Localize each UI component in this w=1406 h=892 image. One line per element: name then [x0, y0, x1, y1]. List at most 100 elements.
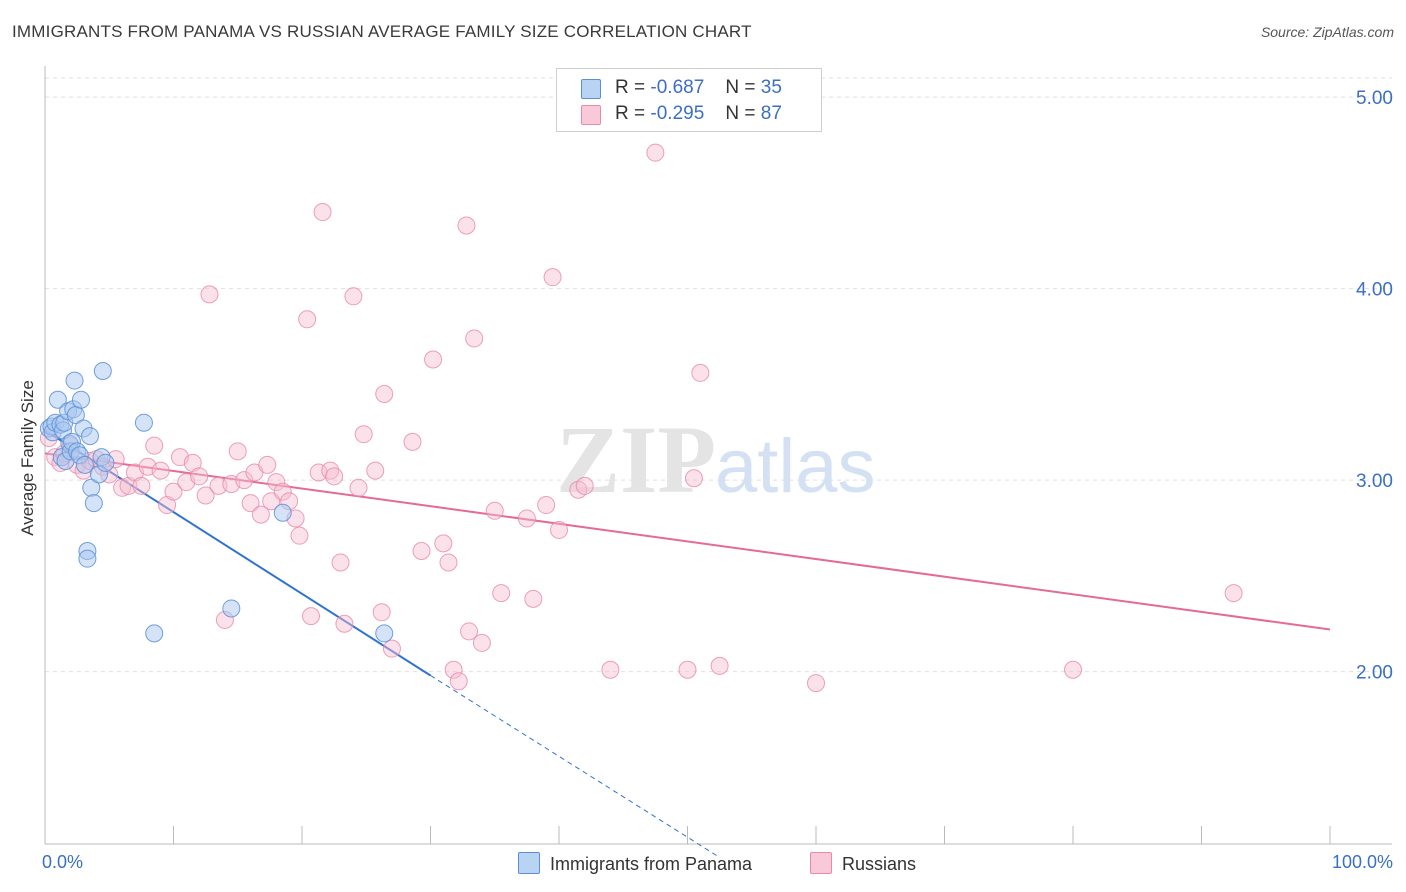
- legend-n-value: 87: [760, 103, 782, 124]
- russian-point: [465, 329, 484, 348]
- russian-point: [132, 476, 151, 495]
- chart-title: IMMIGRANTS FROM PANAMA VS RUSSIAN AVERAG…: [12, 22, 752, 41]
- russian-point: [196, 486, 215, 505]
- russian-point: [550, 520, 568, 539]
- russian-point: [439, 553, 458, 572]
- russian-point: [145, 436, 164, 455]
- y-tick-label: 2.00: [1356, 663, 1393, 684]
- russian-point: [434, 534, 453, 553]
- russian-point: [460, 622, 479, 641]
- russian-point: [262, 492, 281, 511]
- russian-point: [354, 425, 373, 444]
- data-points: [39, 143, 1243, 693]
- axes: [44, 66, 1392, 845]
- legend-r-label: R =: [615, 77, 646, 98]
- panama-point: [48, 390, 67, 409]
- russian-point: [517, 509, 536, 528]
- bottom-legend-russians-label: Russians: [842, 854, 917, 874]
- trend-lines: [44, 429, 1331, 858]
- russian-point: [524, 589, 543, 608]
- russian-point: [444, 660, 463, 679]
- russian-point: [678, 660, 697, 679]
- panama-point: [273, 503, 292, 522]
- panama-point: [80, 427, 99, 446]
- source-label: Source: ZipAtlas.com: [1260, 24, 1394, 40]
- legend-r-value: -0.687: [650, 77, 705, 98]
- panama-point: [75, 455, 94, 474]
- panama-point: [65, 371, 84, 390]
- russian-swatch: [810, 852, 832, 874]
- russian-point: [543, 268, 562, 287]
- russian-point: [372, 603, 391, 622]
- watermark-atlas: atlas: [715, 424, 876, 509]
- panama-point: [96, 453, 115, 472]
- x-tick-label: 0.0%: [42, 852, 83, 872]
- russian-point: [273, 482, 292, 501]
- russian-point: [298, 310, 317, 329]
- russian-point: [241, 494, 260, 513]
- grid-lines: [45, 77, 1392, 673]
- russian-point: [485, 501, 504, 520]
- russian-point: [537, 496, 556, 515]
- legend-r-value: -0.295: [650, 103, 705, 124]
- russian-point: [807, 674, 825, 693]
- russian-point: [601, 660, 620, 679]
- y-tick-label: 4.00: [1356, 280, 1393, 301]
- panama-swatch: [581, 79, 601, 99]
- russian-point: [412, 542, 431, 561]
- russian-point: [228, 442, 247, 461]
- panama-point: [78, 549, 97, 568]
- russian-point: [258, 455, 277, 474]
- legend-n-label: N =: [725, 103, 756, 124]
- russian-point: [1064, 660, 1082, 679]
- y-axis-label: Average Family Size: [18, 380, 37, 536]
- bottom-legend-russians: Russians: [810, 852, 916, 875]
- russian-point: [684, 469, 703, 488]
- russian-point: [691, 363, 710, 382]
- russian-point: [424, 350, 443, 369]
- russian-point: [113, 478, 132, 497]
- tick-labels: 2.00 3.00 4.00 5.00 0.0% 100.0%: [42, 88, 1393, 872]
- panama-point: [145, 624, 164, 643]
- russian-point: [382, 639, 401, 658]
- panama-swatch: [518, 852, 540, 874]
- russian-point: [1224, 584, 1243, 603]
- panama-point: [222, 599, 241, 618]
- russian-point: [301, 607, 320, 626]
- panama-point: [71, 390, 90, 409]
- russian-point: [313, 203, 332, 222]
- russian-point: [457, 216, 476, 235]
- russian-point: [366, 461, 385, 480]
- russian-trend-line: [44, 452, 1331, 631]
- y-tick-label: 5.00: [1356, 88, 1393, 109]
- russian-point: [190, 467, 209, 486]
- russian-point: [344, 287, 363, 306]
- russian-point: [164, 482, 183, 501]
- russian-point: [290, 526, 309, 545]
- panama-trend-line: [44, 429, 432, 677]
- russian-point: [325, 467, 344, 486]
- panama-point: [84, 494, 103, 513]
- x-tick-label: 100.0%: [1332, 852, 1393, 872]
- russian-point: [335, 614, 354, 633]
- russian-point: [235, 471, 254, 490]
- russian-point: [403, 432, 422, 451]
- russian-point: [375, 384, 394, 403]
- bottom-legend-panama: Immigrants from Panama: [518, 852, 752, 875]
- russian-point: [349, 478, 368, 497]
- panama-point: [134, 413, 153, 432]
- russian-point: [492, 584, 511, 603]
- russian-point: [449, 672, 468, 691]
- russian-point: [575, 476, 594, 495]
- correlation-legend: R = -0.687 N = 35 R = -0.295 N = 87: [556, 68, 822, 132]
- bottom-legend-panama-label: Immigrants from Panama: [550, 854, 753, 874]
- russian-point: [251, 505, 270, 524]
- russian-swatch: [581, 105, 601, 125]
- legend-n-label: N =: [725, 77, 756, 98]
- panama-point: [375, 624, 394, 643]
- russian-point: [151, 461, 170, 480]
- russian-point: [200, 285, 219, 304]
- russian-point: [472, 633, 491, 652]
- watermark-zip: ZIP: [556, 406, 716, 513]
